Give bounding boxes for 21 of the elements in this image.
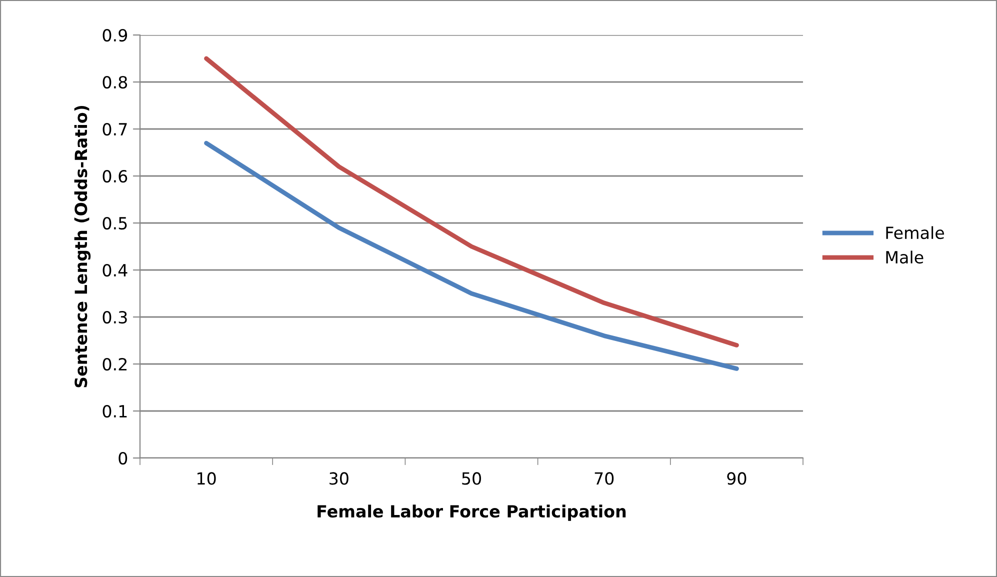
y-tick-label: 0.3 — [102, 310, 127, 324]
x-axis-title: Female Labor Force Participation — [318, 504, 626, 521]
y-tick-label: 0.5 — [102, 216, 127, 230]
x-tick-label: 70 — [594, 472, 614, 485]
line-series — [204, 140, 739, 371]
y-axis-title: Sentence Length (Odds-Ratio) — [74, 106, 91, 388]
y-tick-label: 0.6 — [102, 170, 128, 183]
x-tick-label: 50 — [462, 472, 481, 485]
legend-label: Male — [886, 250, 924, 264]
y-tick-label: 0.4 — [102, 264, 128, 277]
line-series — [204, 56, 739, 348]
x-tick-label: 90 — [727, 472, 746, 485]
y-tick-label: 0 — [118, 452, 128, 465]
x-tick-label: 30 — [330, 472, 348, 485]
y-tick-label: 0.9 — [102, 28, 128, 42]
y-tick-label: 0.8 — [102, 76, 128, 89]
y-tick-label: 0.2 — [102, 358, 127, 371]
x-tick-label: 10 — [198, 472, 216, 485]
y-tick-label: 0.1 — [102, 404, 127, 418]
legend-label: Female — [886, 226, 944, 240]
y-tick-label: 0.7 — [102, 122, 127, 136]
